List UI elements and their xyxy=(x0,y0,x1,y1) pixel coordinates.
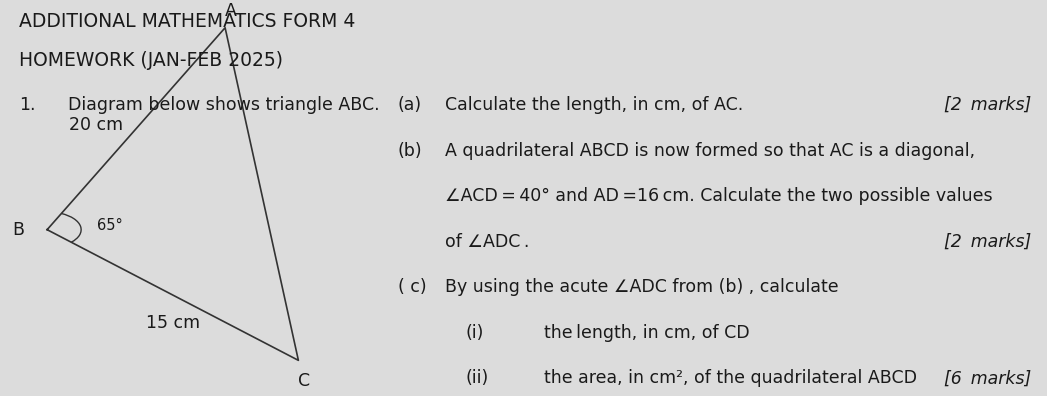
Text: [2  marks]: [2 marks] xyxy=(944,233,1031,251)
Text: A quadrilateral ABCD is now formed so that AC is a diagonal,: A quadrilateral ABCD is now formed so th… xyxy=(445,142,975,160)
Text: C: C xyxy=(297,372,310,390)
Text: (a): (a) xyxy=(398,96,422,114)
Text: ∠ACD = 40° and AD =16 cm. Calculate the two possible values: ∠ACD = 40° and AD =16 cm. Calculate the … xyxy=(445,187,993,205)
Text: A: A xyxy=(224,2,237,20)
Text: [2  marks]: [2 marks] xyxy=(944,96,1031,114)
Text: 1.: 1. xyxy=(19,96,36,114)
Text: HOMEWORK (JAN-FEB 2025): HOMEWORK (JAN-FEB 2025) xyxy=(19,51,283,70)
Text: B: B xyxy=(13,221,24,239)
Text: the area, in cm², of the quadrilateral ABCD: the area, in cm², of the quadrilateral A… xyxy=(544,369,917,387)
Text: (b): (b) xyxy=(398,142,423,160)
Text: (i): (i) xyxy=(466,324,485,342)
Text: By using the acute ∠ADC from (b) , calculate: By using the acute ∠ADC from (b) , calcu… xyxy=(445,278,839,296)
Text: 15 cm: 15 cm xyxy=(146,314,200,332)
Text: 20 cm: 20 cm xyxy=(69,116,124,134)
Text: Calculate the length, in cm, of AC.: Calculate the length, in cm, of AC. xyxy=(445,96,743,114)
Text: ADDITIONAL MATHEMATICS FORM 4: ADDITIONAL MATHEMATICS FORM 4 xyxy=(19,12,355,31)
Text: [6  marks]: [6 marks] xyxy=(944,369,1031,387)
Text: the length, in cm, of CD: the length, in cm, of CD xyxy=(544,324,750,342)
Text: ( c): ( c) xyxy=(398,278,426,296)
Text: 65°: 65° xyxy=(97,218,124,233)
Text: (ii): (ii) xyxy=(466,369,489,387)
Text: of ∠ADC .: of ∠ADC . xyxy=(445,233,530,251)
Text: Diagram below shows triangle ABC.: Diagram below shows triangle ABC. xyxy=(68,96,380,114)
